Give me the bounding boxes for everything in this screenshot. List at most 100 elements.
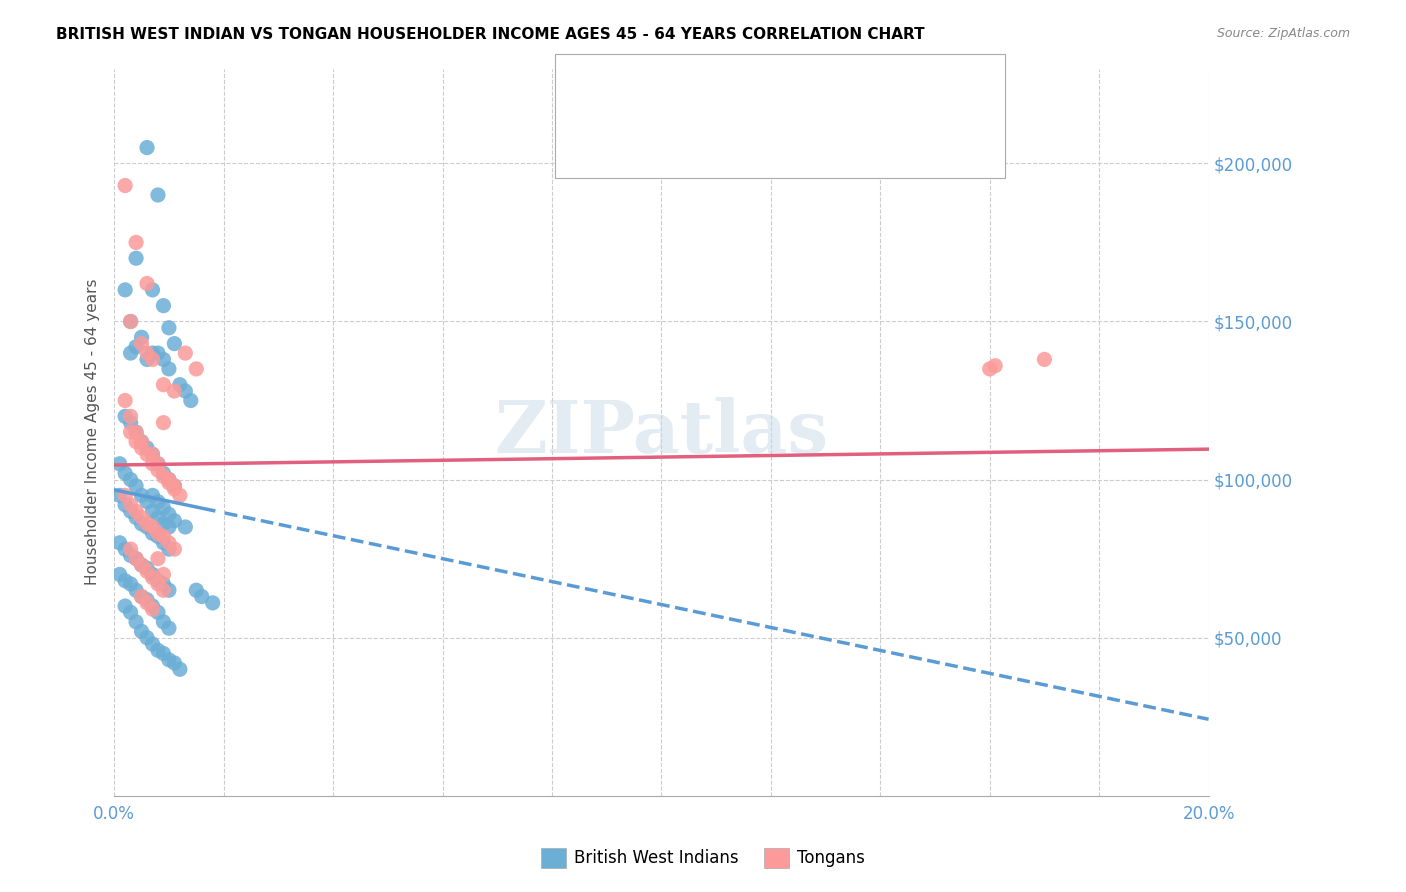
Point bbox=[136, 346, 159, 360]
Point bbox=[131, 558, 153, 572]
Point bbox=[131, 488, 153, 502]
Point bbox=[157, 520, 180, 534]
Point bbox=[174, 520, 197, 534]
Point bbox=[131, 441, 153, 455]
Point bbox=[169, 662, 191, 676]
Point bbox=[125, 434, 148, 449]
Point bbox=[125, 551, 148, 566]
Point bbox=[157, 542, 180, 557]
Point bbox=[141, 637, 163, 651]
Point bbox=[146, 188, 169, 202]
Point bbox=[146, 529, 169, 543]
Point bbox=[136, 447, 159, 461]
Point bbox=[141, 526, 163, 541]
Point bbox=[120, 409, 142, 424]
Point bbox=[125, 235, 148, 250]
Legend: R = -0.037   N = 90, R =  0.030   N = 55: R = -0.037 N = 90, R = 0.030 N = 55 bbox=[633, 78, 865, 145]
Point bbox=[120, 606, 142, 620]
Point bbox=[136, 494, 159, 508]
Point bbox=[125, 583, 148, 598]
Point bbox=[136, 352, 159, 367]
Point bbox=[146, 510, 169, 524]
Point bbox=[146, 643, 169, 657]
Point bbox=[152, 583, 174, 598]
Point bbox=[120, 577, 142, 591]
Point bbox=[186, 583, 208, 598]
Point bbox=[201, 596, 224, 610]
Point bbox=[120, 473, 142, 487]
Point bbox=[125, 551, 148, 566]
Point bbox=[146, 346, 169, 360]
Point bbox=[169, 488, 191, 502]
Point bbox=[146, 463, 169, 477]
Point bbox=[152, 416, 174, 430]
Point bbox=[141, 520, 163, 534]
Point bbox=[152, 647, 174, 661]
Point bbox=[146, 577, 169, 591]
Point bbox=[114, 542, 136, 557]
Point bbox=[163, 384, 186, 398]
Text: BRITISH WEST INDIAN VS TONGAN HOUSEHOLDER INCOME AGES 45 - 64 YEARS CORRELATION : BRITISH WEST INDIAN VS TONGAN HOUSEHOLDE… bbox=[56, 27, 925, 42]
Point bbox=[125, 615, 148, 629]
Point bbox=[1033, 352, 1056, 367]
Point bbox=[979, 362, 1001, 376]
Point bbox=[157, 583, 180, 598]
Point bbox=[152, 299, 174, 313]
Point bbox=[120, 314, 142, 328]
Point bbox=[131, 336, 153, 351]
Point bbox=[152, 529, 174, 543]
Point bbox=[169, 377, 191, 392]
Point bbox=[152, 377, 174, 392]
Point bbox=[125, 504, 148, 518]
Point bbox=[141, 346, 163, 360]
Point bbox=[120, 314, 142, 328]
Point bbox=[157, 473, 180, 487]
Point bbox=[125, 425, 148, 439]
Point bbox=[141, 352, 163, 367]
Point bbox=[136, 441, 159, 455]
Point bbox=[141, 457, 163, 471]
Point bbox=[157, 320, 180, 334]
Point bbox=[125, 510, 148, 524]
Point bbox=[152, 467, 174, 481]
Text: ZIPatlas: ZIPatlas bbox=[495, 397, 828, 467]
Point bbox=[141, 447, 163, 461]
Point bbox=[114, 574, 136, 588]
Point bbox=[152, 567, 174, 582]
Point bbox=[131, 330, 153, 344]
Point bbox=[120, 549, 142, 563]
Point bbox=[174, 384, 197, 398]
Point bbox=[108, 457, 131, 471]
Point bbox=[125, 252, 148, 266]
Point bbox=[108, 567, 131, 582]
Point bbox=[146, 494, 169, 508]
Point bbox=[152, 615, 174, 629]
Point bbox=[163, 514, 186, 528]
Point bbox=[152, 577, 174, 591]
Point bbox=[120, 504, 142, 518]
Point bbox=[174, 346, 197, 360]
Legend: British West Indians, Tongans: British West Indians, Tongans bbox=[534, 841, 872, 875]
Point bbox=[136, 277, 159, 291]
Point bbox=[114, 393, 136, 408]
Point bbox=[114, 498, 136, 512]
Point bbox=[136, 596, 159, 610]
Point bbox=[141, 488, 163, 502]
Point bbox=[152, 501, 174, 516]
Point bbox=[146, 457, 169, 471]
Point bbox=[131, 434, 153, 449]
Point bbox=[152, 352, 174, 367]
Point bbox=[136, 631, 159, 645]
Point bbox=[141, 504, 163, 518]
Point bbox=[163, 479, 186, 493]
Point bbox=[146, 551, 169, 566]
Point bbox=[131, 516, 153, 531]
Point bbox=[120, 542, 142, 557]
Point bbox=[157, 653, 180, 667]
Point bbox=[163, 542, 186, 557]
Point bbox=[157, 362, 180, 376]
Point bbox=[141, 567, 163, 582]
Point bbox=[186, 362, 208, 376]
Point bbox=[141, 602, 163, 616]
Point bbox=[136, 592, 159, 607]
